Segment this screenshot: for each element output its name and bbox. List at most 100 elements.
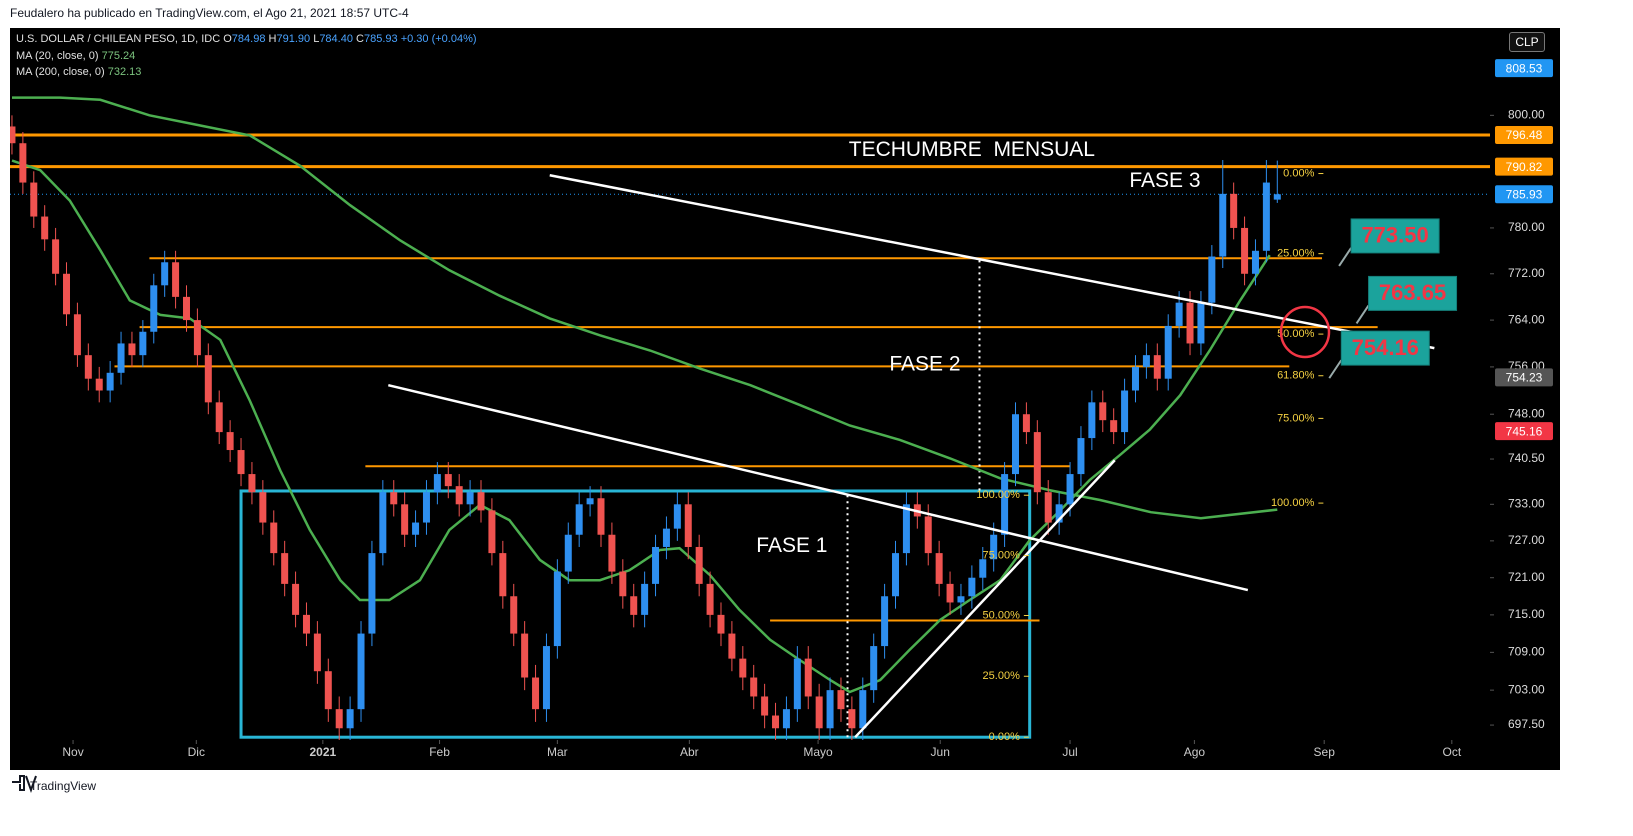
- price-badge: [1495, 125, 1553, 144]
- candle-body: [619, 571, 627, 597]
- ohlc-key: L: [313, 33, 320, 45]
- moving-average: [12, 96, 1278, 520]
- candle-body: [172, 262, 180, 297]
- x-tick-label: Ago: [1184, 745, 1206, 759]
- candle-body: [302, 614, 310, 634]
- candle-body: [1012, 414, 1020, 475]
- candle-body: [717, 614, 725, 634]
- candle-body: [226, 432, 234, 451]
- candle-body: [641, 583, 649, 615]
- y-tick-label: 703.00: [1508, 682, 1545, 696]
- candle-body: [1208, 256, 1216, 303]
- candle-body: [444, 474, 452, 487]
- ohlc-value: 784.40: [319, 33, 353, 45]
- y-tick-label: 721.00: [1508, 570, 1545, 584]
- candle-body: [695, 546, 703, 584]
- candle-body: [63, 273, 71, 315]
- callout-label: 773.50: [1361, 223, 1428, 248]
- candle-body: [870, 646, 878, 691]
- candle-body: [979, 559, 987, 578]
- x-tick-label: Dic: [188, 745, 205, 759]
- candle-body: [1033, 432, 1041, 493]
- x-tick-label: Oct: [1442, 745, 1461, 759]
- candle-body: [117, 343, 125, 373]
- fib-label: 0.00%: [989, 731, 1020, 743]
- candle-body: [292, 583, 300, 615]
- candle-body: [128, 343, 136, 356]
- candle-body: [826, 690, 834, 729]
- candle-body: [1055, 504, 1063, 523]
- candle-body: [335, 709, 343, 729]
- candle-body: [1110, 420, 1118, 433]
- candle-body: [1066, 474, 1074, 505]
- candle-body: [324, 671, 332, 710]
- currency-button[interactable]: CLP: [1509, 32, 1545, 52]
- candle-body: [1044, 492, 1052, 523]
- y-tick-label: 727.00: [1508, 533, 1545, 547]
- candle-body: [1230, 193, 1238, 228]
- candle-body: [499, 553, 507, 597]
- publish-info: Feudalero ha publicado en TradingView.co…: [10, 6, 409, 20]
- y-tick-label: 764.00: [1508, 312, 1545, 326]
- ohlc-value: 785.93: [363, 33, 398, 45]
- candle-body: [106, 372, 114, 391]
- candle-body: [837, 690, 845, 710]
- y-tick-label: 780.00: [1508, 220, 1545, 234]
- candle-body: [1077, 438, 1085, 475]
- candle-body: [892, 553, 900, 597]
- candle-body: [684, 504, 692, 547]
- fib-label: 0.00%: [1283, 167, 1314, 179]
- candle-body: [1153, 355, 1161, 379]
- fib-label: 25.00%: [983, 670, 1021, 682]
- candle-body: [935, 553, 943, 584]
- candle-body: [728, 633, 736, 659]
- fib-label: 25.00%: [1277, 248, 1315, 260]
- x-tick-label: Sep: [1314, 745, 1336, 759]
- y-tick-label: 748.00: [1508, 406, 1545, 420]
- candle-body: [706, 583, 714, 615]
- candle-body: [532, 677, 540, 710]
- candle-body: [139, 331, 147, 356]
- candle-body: [1273, 194, 1281, 200]
- candle-body: [782, 709, 790, 729]
- candle-body: [1001, 474, 1009, 535]
- candle-body: [477, 492, 485, 511]
- price-badge: [1495, 59, 1553, 78]
- x-tick-label: Jul: [1062, 745, 1077, 759]
- x-tick-label: Feb: [429, 745, 450, 759]
- annotation: FASE 2: [889, 353, 960, 376]
- study-value: 775.24: [101, 50, 136, 62]
- trendline: [388, 383, 1249, 592]
- candle-body: [1241, 227, 1249, 274]
- candle-body: [902, 504, 910, 554]
- fib-label: 50.00%: [983, 609, 1021, 621]
- callout-label: 754.16: [1352, 335, 1419, 360]
- moving-average: [11, 159, 1271, 694]
- candle-body: [30, 182, 38, 217]
- candle-body: [1099, 402, 1107, 421]
- annotation: FASE 1: [756, 534, 827, 557]
- callout-box: [1350, 218, 1440, 254]
- x-tick-label: Mayo: [803, 745, 833, 759]
- candle-body: [357, 633, 365, 710]
- footer-brand: TradingView: [30, 779, 97, 793]
- candle-body: [652, 546, 660, 584]
- candle-body: [390, 492, 398, 505]
- candle-body: [521, 633, 529, 678]
- candle-body: [946, 583, 954, 603]
- candle-body: [586, 498, 594, 505]
- candle-body: [270, 522, 278, 554]
- y-tick-label: 715.00: [1508, 607, 1545, 621]
- ohlc-value: 784.98: [231, 33, 266, 45]
- candle-body: [346, 709, 354, 729]
- candle-body: [924, 516, 932, 554]
- price-badge-label: 754.23: [1506, 371, 1543, 385]
- change: +0.30 (+0.04%): [400, 33, 477, 45]
- symbol-legend: U.S. DOLLAR / CHILEAN PESO, 1D, IDC O784…: [16, 33, 477, 45]
- candle-body: [553, 571, 561, 647]
- callout-box: [1340, 330, 1430, 366]
- candle-body: [1251, 250, 1259, 274]
- symbol: U.S. DOLLAR / CHILEAN PESO, 1D, IDC: [16, 33, 221, 45]
- candle-body: [761, 696, 769, 716]
- candle-body: [193, 320, 201, 356]
